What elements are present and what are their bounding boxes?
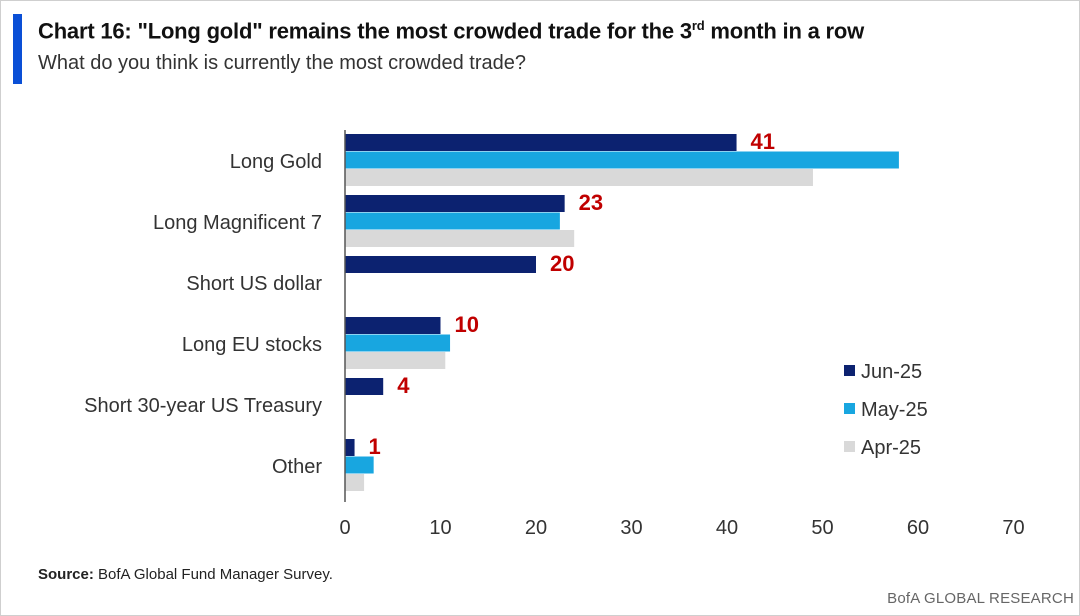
legend-swatch-apr-25 xyxy=(844,441,855,452)
bar-apr-25 xyxy=(345,230,575,247)
bar-apr-25 xyxy=(345,169,813,186)
bar-apr-25 xyxy=(345,474,365,491)
bar-jun-25 xyxy=(345,256,536,273)
x-tick-label: 20 xyxy=(525,517,547,539)
source-text: BofA Global Fund Manager Survey. xyxy=(93,566,333,583)
title-accent-bar xyxy=(13,14,22,84)
x-tick-label: 50 xyxy=(811,517,833,539)
title-main: Chart 16: "Long gold" remains the most c… xyxy=(38,18,692,44)
category-label: Long Gold xyxy=(230,151,322,173)
title-superscript: rd xyxy=(691,18,705,33)
category-label: Short US dollar xyxy=(186,273,322,295)
data-label: 23 xyxy=(579,190,603,215)
legend-swatch-jun-25 xyxy=(844,365,855,376)
source-note: Source: BofA Global Fund Manager Survey. xyxy=(38,566,333,583)
x-tick-label: 60 xyxy=(907,517,929,539)
bar-jun-25 xyxy=(345,195,565,212)
bar-jun-25 xyxy=(345,439,355,456)
x-tick-label: 30 xyxy=(620,517,642,539)
data-label: 4 xyxy=(397,373,410,398)
x-tick-label: 10 xyxy=(429,517,451,539)
bar-jun-25 xyxy=(345,317,441,334)
data-label: 1 xyxy=(369,434,381,459)
x-tick-label: 40 xyxy=(716,517,738,539)
legend-label: May-25 xyxy=(861,399,928,421)
category-label: Other xyxy=(272,456,322,478)
data-label: 41 xyxy=(751,129,775,154)
bar-may-25 xyxy=(345,212,560,230)
x-tick-label: 0 xyxy=(339,517,350,539)
bar-jun-25 xyxy=(345,378,384,395)
bar-may-25 xyxy=(345,334,451,352)
category-label: Long EU stocks xyxy=(182,334,322,356)
data-label: 20 xyxy=(550,251,574,276)
category-label: Short 30-year US Treasury xyxy=(84,395,322,417)
legend-label: Apr-25 xyxy=(861,437,921,459)
chart-subtitle: What do you think is currently the most … xyxy=(38,52,527,74)
bar-apr-25 xyxy=(345,352,446,369)
bar-may-25 xyxy=(345,151,899,169)
bar-jun-25 xyxy=(345,134,737,151)
x-tick-label: 70 xyxy=(1002,517,1024,539)
title-end: month in a row xyxy=(704,18,865,44)
chart-title: Chart 16: "Long gold" remains the most c… xyxy=(38,18,864,44)
brand-label: BofA GLOBAL RESEARCH xyxy=(887,590,1074,607)
legend-swatch-may-25 xyxy=(844,403,855,414)
source-label: Source: xyxy=(38,566,94,583)
bar-may-25 xyxy=(345,456,374,474)
category-label: Long Magnificent 7 xyxy=(153,212,322,234)
data-label: 10 xyxy=(455,312,479,337)
legend-label: Jun-25 xyxy=(861,361,922,383)
